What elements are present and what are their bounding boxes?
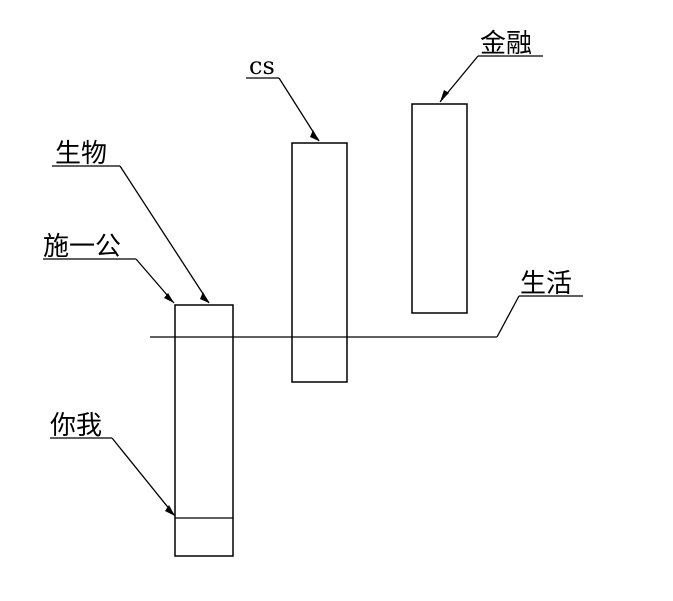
leader-jinrong	[439, 55, 543, 103]
label-shiyigong: 施一公	[43, 232, 121, 262]
left-bar	[174, 304, 234, 557]
leader-cs	[246, 77, 320, 142]
leader-shenghuo	[496, 295, 583, 338]
leader-niwo	[50, 437, 176, 517]
label-cs: cs	[249, 52, 275, 80]
label-shengwu: 生物	[55, 139, 107, 169]
label-jinrong: 金融	[480, 29, 532, 59]
leader-shengwu	[52, 165, 210, 304]
leader-shiyigong	[43, 258, 175, 304]
right-bar	[411, 103, 468, 314]
label-shenghuo: 生活	[520, 269, 572, 299]
middle-bar	[291, 142, 348, 383]
label-niwo: 你我	[50, 411, 102, 441]
